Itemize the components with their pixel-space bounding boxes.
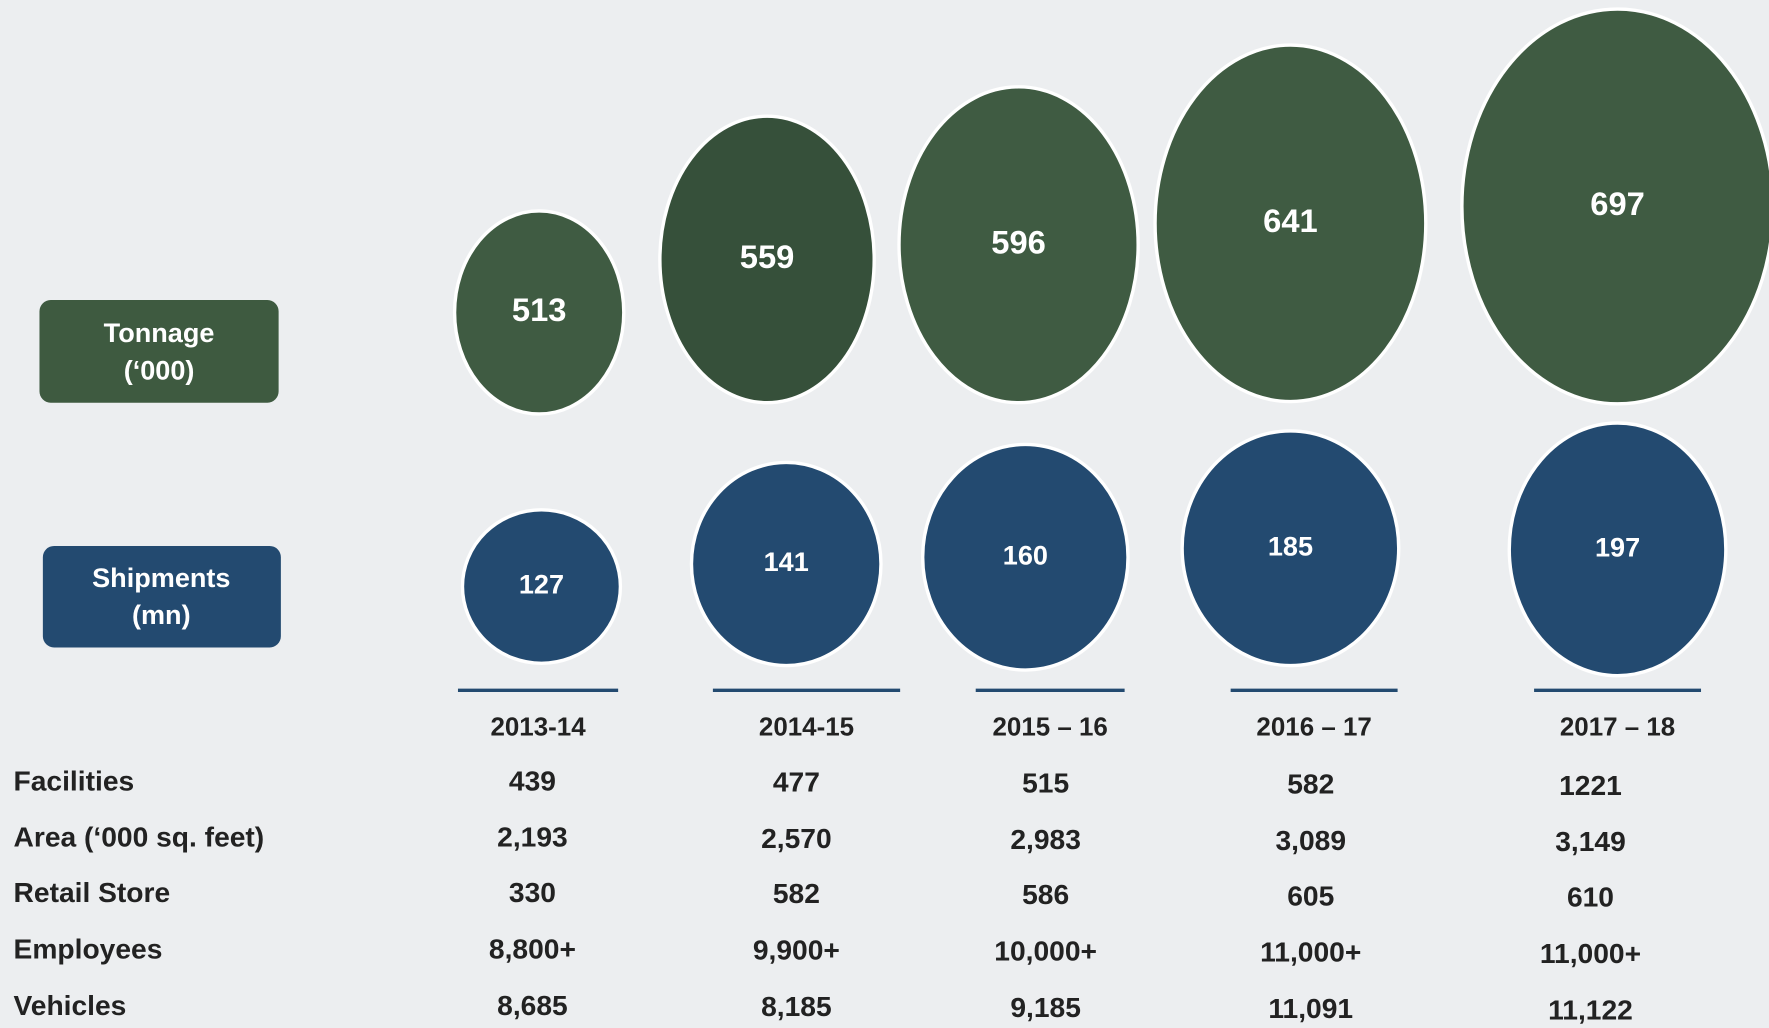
row-label: Area (‘000 sq. feet) — [14, 821, 265, 853]
row-label: Vehicles — [14, 989, 127, 1021]
shipments-value: 127 — [519, 569, 564, 600]
cell: 9,900+ — [753, 933, 840, 965]
tonnage-bubble — [897, 85, 1140, 405]
cell: 330 — [509, 876, 556, 908]
cell: 9,185 — [1010, 991, 1081, 1023]
tonnage-value: 641 — [1263, 202, 1318, 239]
cell: 8,185 — [761, 990, 832, 1022]
shipments-value: 160 — [1003, 539, 1048, 570]
year-label: 2017 – 18 — [1560, 714, 1675, 742]
cell: 10,000+ — [994, 935, 1097, 967]
shipments-label: Shipments — [92, 562, 230, 593]
shipments-value: 185 — [1268, 530, 1313, 561]
shipments-bubble — [689, 460, 883, 668]
cell: 582 — [773, 877, 820, 909]
cell: 11,000+ — [1540, 937, 1641, 969]
cell: 605 — [1287, 879, 1334, 911]
cell: 8,800+ — [489, 932, 576, 964]
tonnage-bubble — [452, 209, 626, 416]
shipments-label-box — [42, 545, 281, 648]
tonnage-label: Tonnage — [104, 317, 215, 348]
row-label: Facilities — [14, 764, 135, 796]
cell: 3,089 — [1275, 824, 1346, 856]
content: Tonnage (‘000) Shipments (mn) 513 127 2013… — [14, 7, 1769, 1025]
tonnage-value: 697 — [1590, 185, 1645, 222]
cell: 3,149 — [1555, 825, 1626, 857]
year-label: 2013-14 — [490, 714, 586, 742]
cell: 2,193 — [497, 821, 568, 853]
tonnage-label-box — [39, 300, 279, 403]
cell: 11,091 — [1268, 992, 1353, 1024]
cell: 582 — [1287, 768, 1334, 800]
year-label: 2014-15 — [759, 714, 854, 742]
shipments-unit: (mn) — [132, 599, 191, 630]
shipments-bubble — [1180, 429, 1401, 668]
cell: 11,000+ — [1260, 936, 1361, 968]
cell: 586 — [1022, 878, 1069, 910]
cell: 439 — [509, 764, 556, 796]
cell: 2,983 — [1010, 823, 1081, 855]
cell: 1221 — [1559, 769, 1622, 801]
cell: 2,570 — [761, 822, 832, 854]
shipments-value: 197 — [1595, 531, 1640, 562]
shipments-bubble — [460, 508, 623, 665]
shipments-bubble — [1507, 421, 1728, 678]
shipments-bubble — [921, 442, 1130, 672]
tonnage-bubble — [1153, 43, 1428, 404]
tonnage-value: 559 — [740, 238, 795, 275]
year-label: 2015 – 16 — [992, 714, 1107, 742]
tonnage-bubble — [658, 114, 876, 405]
cell: 477 — [773, 765, 820, 797]
cell: 8,685 — [497, 989, 568, 1021]
tonnage-unit: (‘000) — [124, 354, 195, 385]
tonnage-bubble — [1460, 7, 1769, 406]
row-label: Employees — [14, 932, 163, 964]
cell: 610 — [1567, 880, 1614, 912]
year-label: 2016 – 17 — [1256, 714, 1371, 742]
tonnage-value: 596 — [991, 223, 1046, 260]
tonnage-value: 513 — [512, 291, 567, 328]
cell: 515 — [1022, 767, 1069, 799]
row-label: Retail Store — [14, 876, 171, 908]
shipments-value: 141 — [764, 546, 809, 577]
cell: 11,122 — [1548, 993, 1633, 1025]
